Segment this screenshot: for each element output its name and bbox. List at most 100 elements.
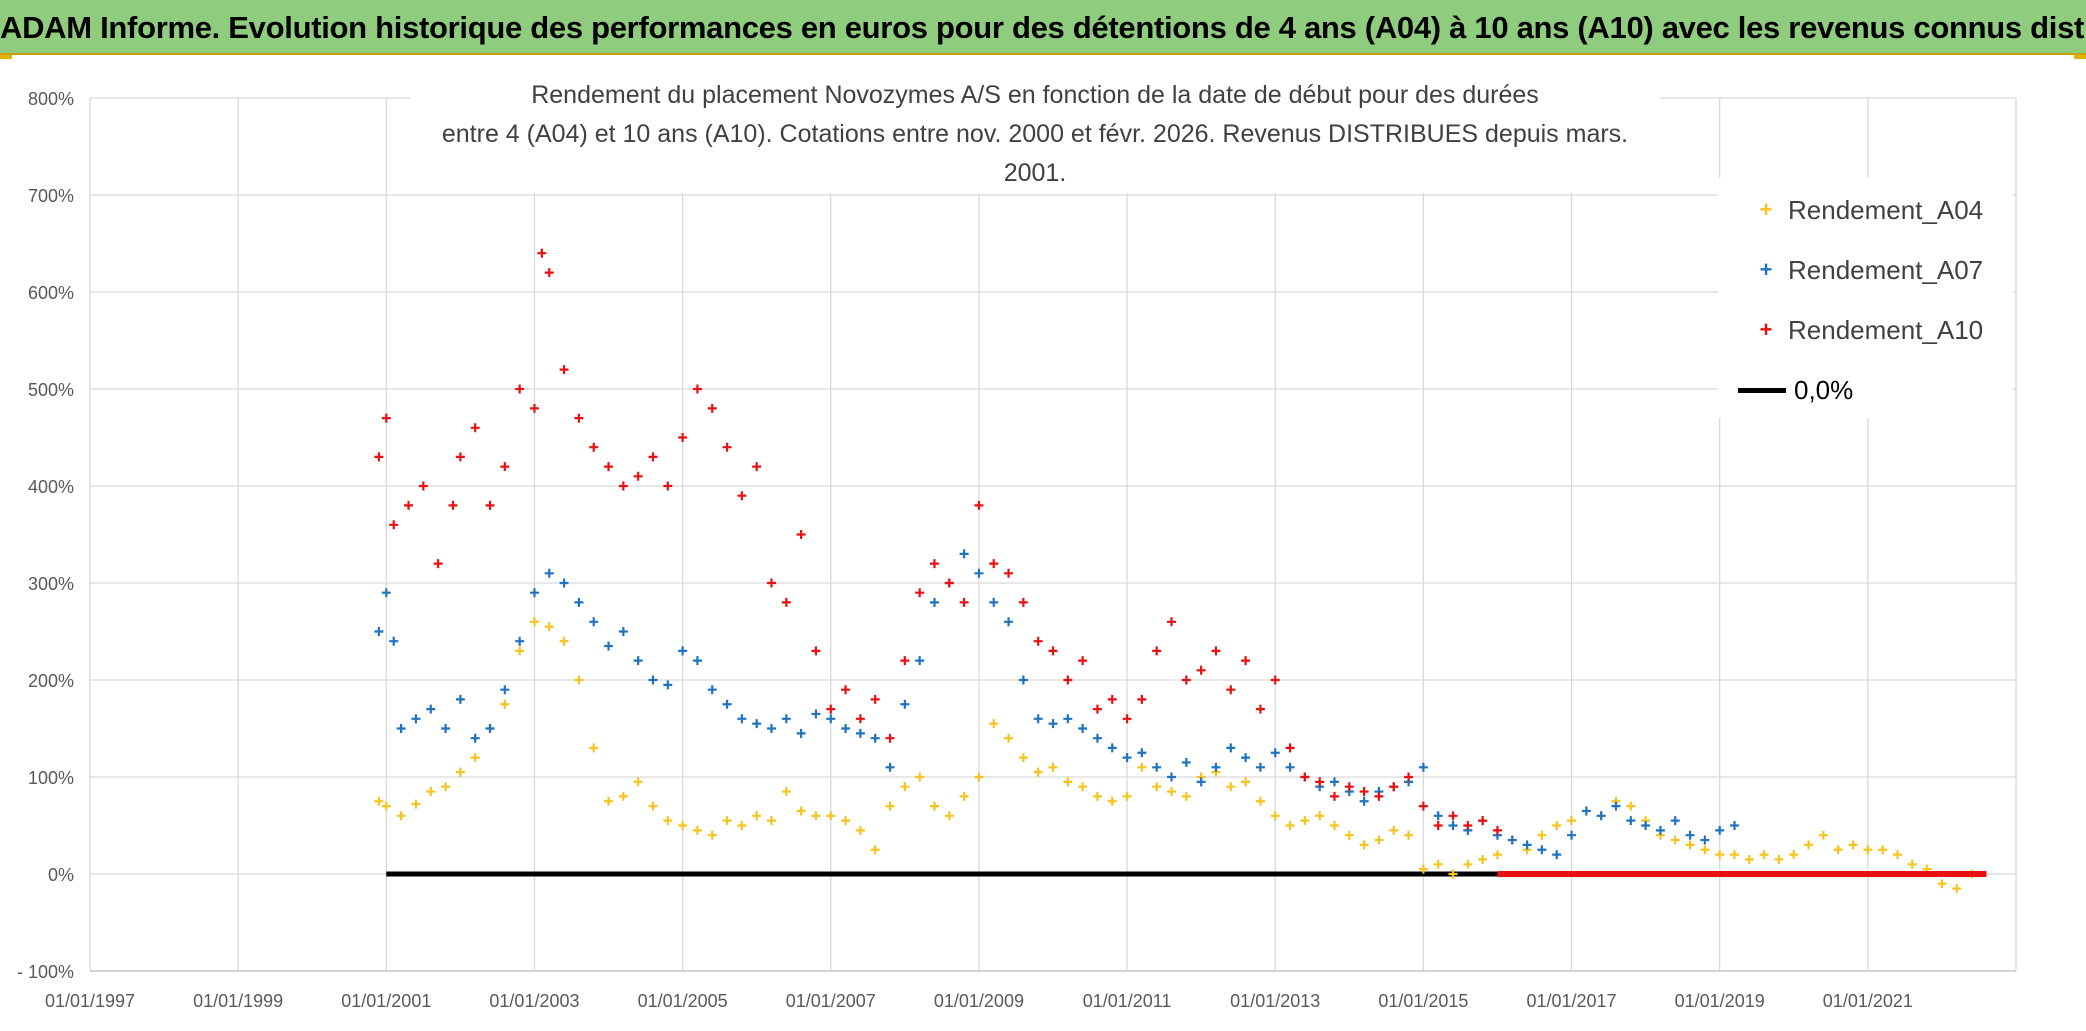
- a07-point: [1137, 748, 1147, 758]
- a10-point: [1018, 597, 1028, 607]
- a04-point: [1744, 854, 1754, 864]
- a10-point: [944, 578, 954, 588]
- a10-point: [692, 384, 702, 394]
- a04-point: [1078, 782, 1088, 792]
- a04-point: [426, 787, 436, 797]
- legend-item-a04: + Rendement_A04: [1718, 190, 2013, 230]
- a04-point: [1818, 830, 1828, 840]
- a07-point: [929, 597, 939, 607]
- a10-point: [826, 704, 836, 714]
- a04-point: [470, 753, 480, 763]
- legend-label-zero: 0,0%: [1794, 375, 1854, 405]
- corner-mark-left: [0, 55, 12, 59]
- a04-point: [885, 801, 895, 811]
- a07-point: [1567, 830, 1577, 840]
- chart-legend: + Rendement_A04 + Rendement_A07 + Rendem…: [1718, 178, 2013, 418]
- a10-point: [855, 714, 865, 724]
- a10-point: [618, 481, 628, 491]
- a10-point: [1374, 791, 1384, 801]
- a04-point: [989, 719, 999, 729]
- legend-item-a07: + Rendement_A07: [1718, 250, 2013, 290]
- a04-point: [915, 772, 925, 782]
- a07-point: [381, 588, 391, 598]
- a04-point: [1122, 791, 1132, 801]
- a10-point: [389, 520, 399, 530]
- a10-point: [752, 462, 762, 472]
- a10-point: [455, 452, 465, 462]
- a07-point: [781, 714, 791, 724]
- a10-point: [781, 597, 791, 607]
- a04-point: [1626, 801, 1636, 811]
- a07-point: [1329, 777, 1339, 787]
- a10-point: [418, 481, 428, 491]
- a04-point: [1804, 840, 1814, 850]
- a07-point: [767, 724, 777, 733]
- a04-point: [515, 646, 525, 656]
- a07-point: [737, 714, 747, 724]
- a10-point: [559, 365, 569, 375]
- x-tick-label: 01/01/2001: [341, 991, 431, 1011]
- a10-point: [648, 452, 658, 462]
- a07-point: [900, 699, 910, 709]
- a10-point: [515, 384, 525, 394]
- a04-point: [1863, 845, 1873, 855]
- a04-point: [841, 816, 851, 826]
- a04-point: [1774, 854, 1784, 864]
- a07-point: [1033, 714, 1043, 724]
- a10-point: [1389, 782, 1399, 792]
- a10-point: [529, 403, 539, 413]
- a10-point: [663, 481, 673, 491]
- a07-point: [1537, 845, 1547, 855]
- a07-point: [811, 709, 821, 719]
- a04-point: [1152, 782, 1162, 792]
- a04-point: [1226, 782, 1236, 792]
- a04-point: [1937, 879, 1947, 889]
- x-tick-label: 01/01/2003: [489, 991, 579, 1011]
- a04-point: [722, 816, 732, 826]
- a04-point: [1418, 864, 1428, 874]
- a10-point: [1492, 825, 1502, 835]
- a04-point: [529, 617, 539, 627]
- a10-point: [796, 530, 806, 539]
- a07-point: [426, 704, 436, 714]
- a04-point: [1285, 821, 1295, 830]
- a04-point: [1492, 850, 1502, 860]
- a10-point: [974, 500, 984, 510]
- a04-point: [1878, 845, 1888, 855]
- a10-point: [374, 452, 384, 462]
- a04-point: [663, 816, 673, 826]
- legend-marker-a04: +: [1759, 197, 1773, 222]
- a07-point: [411, 714, 421, 724]
- a04-point: [618, 791, 628, 801]
- a07-point: [396, 724, 406, 733]
- a07-point: [559, 578, 569, 588]
- a04-point: [929, 801, 939, 811]
- a07-point: [1433, 811, 1443, 821]
- x-tick-label: 01/01/1999: [193, 991, 283, 1011]
- a04-point: [1730, 850, 1740, 860]
- a10-point: [470, 423, 480, 433]
- a07-point: [1226, 743, 1236, 753]
- a04-point: [1063, 777, 1073, 787]
- a04-point: [1404, 830, 1414, 840]
- a04-point: [1892, 850, 1902, 860]
- a04-point: [1537, 830, 1547, 840]
- a10-point: [1344, 782, 1354, 792]
- a10-point: [1404, 772, 1414, 782]
- a04-point: [1685, 840, 1695, 850]
- a07-point: [470, 733, 480, 743]
- a10-point: [1433, 821, 1443, 830]
- a04-point: [1033, 767, 1043, 777]
- a04-point: [1300, 816, 1310, 826]
- a04-point: [944, 811, 954, 821]
- a10-point: [929, 559, 939, 569]
- chart-title-line2: entre 4 (A04) et 10 ans (A10). Cotations…: [441, 120, 1629, 187]
- a10-point: [1255, 704, 1265, 714]
- a04-point: [1789, 850, 1799, 860]
- a04-point: [589, 743, 599, 753]
- a10-point: [1196, 665, 1206, 675]
- a10-point: [1270, 675, 1280, 685]
- a04-point: [1759, 850, 1769, 860]
- a07-point: [692, 656, 702, 666]
- a04-point: [1048, 762, 1058, 772]
